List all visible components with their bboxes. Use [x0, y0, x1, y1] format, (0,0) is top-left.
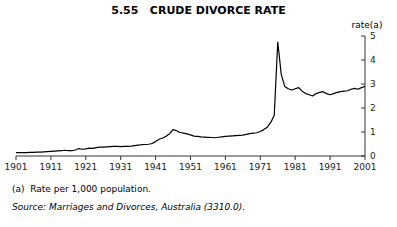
x-tick-label: 1971	[249, 162, 272, 172]
plot-area	[16, 42, 365, 153]
x-tick-label: 1931	[109, 162, 132, 172]
y-tick-label: 0	[370, 151, 376, 161]
rate-line	[16, 42, 365, 153]
chart: 5.55 CRUDE DIVORCE RATE rate(a) 1901 1911 19…	[0, 0, 397, 227]
y-axis-line	[365, 36, 366, 156]
y-tick-label: 2	[370, 103, 376, 113]
x-tick	[155, 156, 156, 160]
x-tick	[120, 156, 121, 160]
x-tick-label: 2001	[354, 162, 377, 172]
source-note: Source: Marriages and Divorces, Australi…	[12, 202, 245, 212]
y-tick-label: 4	[370, 55, 376, 65]
y-tick	[361, 84, 365, 85]
y-tick-label: 3	[370, 79, 376, 89]
y-axis-label: rate(a)	[352, 20, 383, 30]
y-tick-label: 1	[370, 127, 376, 137]
x-tick-label: 1901	[5, 162, 28, 172]
x-tick-label: 1991	[319, 162, 342, 172]
x-tick	[225, 156, 226, 160]
x-tick-label: 1951	[179, 162, 202, 172]
y-tick	[361, 36, 365, 37]
x-tick-label: 1961	[214, 162, 237, 172]
x-tick	[190, 156, 191, 160]
x-tick	[260, 156, 261, 160]
x-tick	[50, 156, 51, 160]
y-tick-label: 5	[370, 31, 376, 41]
x-tick-label: 1981	[284, 162, 307, 172]
footnote: (a) Rate per 1,000 population.	[12, 184, 151, 194]
y-tick	[361, 156, 365, 157]
title: 5.55 CRUDE DIVORCE RATE	[111, 4, 286, 17]
y-tick	[361, 132, 365, 133]
y-tick	[361, 108, 365, 109]
x-tick-label: 1921	[74, 162, 97, 172]
y-tick	[361, 60, 365, 61]
x-tick	[295, 156, 296, 160]
x-tick-label: 1941	[144, 162, 167, 172]
x-tick	[85, 156, 86, 160]
x-tick	[16, 156, 17, 160]
x-tick	[365, 156, 366, 160]
x-tick	[330, 156, 331, 160]
x-tick-label: 1911	[39, 162, 62, 172]
